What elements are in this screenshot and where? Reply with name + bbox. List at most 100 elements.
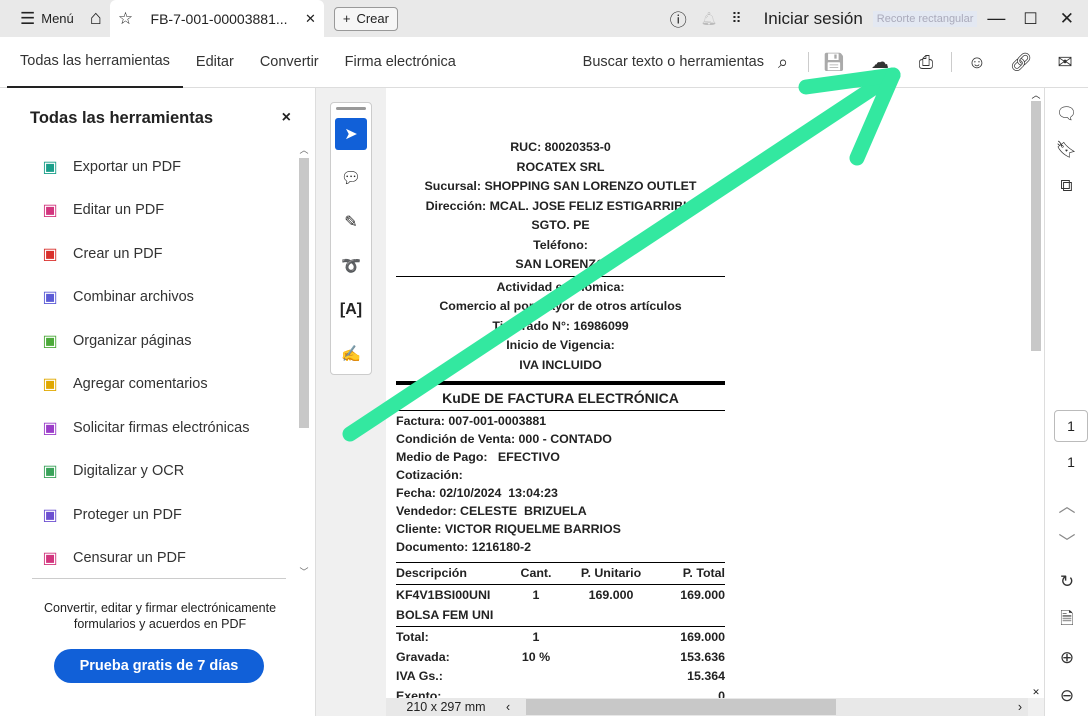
invoice: RUC: 80020353-0 ROCATEX SRL Sucursal: SHOP… (396, 138, 725, 698)
rotate-icon[interactable]: ↻ (1059, 572, 1075, 591)
promo-text: Convertir, editar y firmar electrónicame… (43, 601, 277, 631)
apps-icon[interactable]: ⠿ (731, 10, 742, 26)
minimize-icon[interactable]: — (987, 8, 1006, 28)
info-line: Documento: 1216180-2 (396, 539, 531, 554)
pages-icon[interactable]: ⧉ (1060, 176, 1073, 195)
help-icon[interactable]: ⓘ (669, 11, 687, 30)
page-number-input[interactable]: 1 (1054, 410, 1088, 442)
close-window-icon[interactable]: ✕ (1059, 8, 1074, 28)
scan-ocr-icon: ▣ (42, 463, 58, 481)
scroll-left-icon[interactable]: ‹ (506, 700, 511, 714)
right-rail: 🗨︎ 🔖︎ ⧉ 1 1 ︿ ﹀ ↻ 🗎︎ ⊕ ⊖ (1044, 88, 1088, 716)
header-line: Teléfono: (533, 237, 588, 252)
signin-button[interactable]: Iniciar sesión (763, 8, 863, 28)
cell (566, 667, 656, 687)
select-tool-icon[interactable]: ➤ (335, 118, 367, 150)
cell: 0 (718, 688, 725, 699)
comments-icon[interactable]: 🗨︎ (1055, 104, 1078, 123)
cell: 10 % (521, 649, 551, 664)
cloud-upload-icon[interactable]: ☁ (871, 51, 889, 72)
horizontal-scrollbar[interactable] (526, 699, 836, 715)
tool-item[interactable]: ▣ Editar un PDF (0, 189, 315, 233)
cell (656, 606, 725, 626)
link-icon[interactable]: 🔗︎ (1009, 51, 1033, 72)
header-line: Sucursal: SHOPPING SAN LORENZO OUTLET (424, 179, 697, 193)
plus-icon: + (342, 11, 351, 26)
print-icon[interactable]: ⎙ (918, 51, 934, 72)
tool-item[interactable]: ▣ Censurar un PDF (0, 537, 315, 581)
draw-icon[interactable]: ➰ (341, 258, 361, 275)
cell: Total: (396, 630, 429, 644)
maximize-icon[interactable]: ☐ (1023, 10, 1038, 28)
create-pdf-icon: ▣ (42, 245, 58, 263)
cell: KF4V1BSI00UNI (396, 588, 491, 602)
tool-item[interactable]: ▣ Combinar archivos (0, 276, 315, 320)
header-line: IVA INCLUIDO (519, 357, 602, 372)
info-line: Medio de Pago: EFECTIVO (396, 449, 560, 464)
cell: 169.000 (588, 588, 634, 602)
zoom-in-icon[interactable]: ⊕ (1059, 648, 1075, 667)
tool-item[interactable]: ▣ Digitalizar y OCR (0, 450, 315, 494)
close-panel-icon[interactable]: × (281, 109, 291, 126)
header-line: SAN LORENZO (515, 257, 606, 271)
search-icon[interactable]: ⌕ (777, 51, 789, 72)
save-icon[interactable]: 💾︎ (822, 51, 846, 72)
document-tab[interactable]: ☆ FB-7-001-00003881... ✕ (109, 0, 324, 37)
page-down-icon[interactable]: ﹀ (1058, 532, 1076, 552)
search-tools[interactable]: Buscar texto o herramientas (582, 54, 764, 70)
tab-all-tools[interactable]: Todas las herramientas (7, 37, 183, 88)
document-page: RUC: 80020353-0 ROCATEX SRL Sucursal: SHOP… (386, 88, 1028, 698)
info-line: Factura: 007-001-0003881 (396, 413, 547, 428)
tab-bar: ☰ Menú ⌂ ☆ FB-7-001-00003881... ✕ + Crear ⓘ … (0, 0, 1088, 37)
vertical-scrollbar[interactable]: ︿ ✕ (1028, 88, 1044, 698)
sign-request-icon: ▣ (42, 419, 58, 437)
tool-item[interactable]: ▣ Agregar comentarios (0, 363, 315, 407)
page-size: 210 x 297 mm (406, 700, 486, 714)
tool-item[interactable]: ▣ Crear un PDF (0, 232, 315, 276)
cell (566, 628, 656, 648)
tool-item[interactable]: ▣ Organizar páginas (0, 319, 315, 363)
cell: BOLSA FEM UNI (396, 607, 494, 622)
drag-handle[interactable] (336, 107, 366, 110)
cell: P. Unitario (580, 565, 642, 580)
cell: 169.000 (680, 588, 725, 602)
zoom-out-icon[interactable]: ⊖ (1059, 686, 1075, 705)
cell: P. Total (682, 565, 725, 580)
close-tab-icon[interactable]: ✕ (304, 10, 316, 26)
create-button[interactable]: + Crear (333, 6, 398, 31)
tool-item[interactable]: ▣ Exportar un PDF (0, 145, 315, 189)
email-icon[interactable]: ✉ (1057, 51, 1073, 72)
sign-icon[interactable]: ✍ (341, 346, 361, 363)
fit-page-icon[interactable]: 🗎︎ (1060, 608, 1074, 628)
scrollbar[interactable]: ︿ ﹀ (299, 145, 309, 577)
cell (506, 606, 566, 626)
info-line: Condición de Venta: 000 - CONTADO (396, 431, 612, 446)
info-line: Cotización: (396, 467, 463, 482)
tools-list: ▣ Exportar un PDF ▣ Editar un PDF ▣ Crear un … (0, 145, 315, 580)
bell-icon[interactable]: 🔔︎ (700, 10, 718, 26)
protect-icon: ▣ (42, 506, 58, 524)
tool-item[interactable]: ▣ Proteger un PDF (0, 493, 315, 537)
add-comment-icon[interactable]: 💬︎ (340, 170, 362, 187)
page-up-icon[interactable]: ︿ (1058, 496, 1076, 516)
cell: 15.364 (687, 669, 725, 683)
comment-icon: ▣ (42, 376, 58, 394)
bookmarks-icon[interactable]: 🔖︎ (1055, 140, 1078, 159)
scroll-right-icon[interactable]: › (1017, 700, 1022, 714)
star-icon[interactable]: ☆ (117, 8, 134, 28)
menu-button[interactable]: ☰ Menú (20, 8, 74, 28)
cell: Descripción (396, 565, 467, 580)
text-box-icon[interactable]: [A] (339, 301, 363, 318)
tab-edit[interactable]: Editar (195, 54, 234, 70)
cell: Cant. (520, 565, 552, 580)
cell (566, 606, 656, 626)
tool-item[interactable]: ▣ Solicitar firmas electrónicas (0, 406, 315, 450)
share-user-icon[interactable]: ☺ (967, 51, 987, 72)
tab-convert[interactable]: Convertir (259, 54, 319, 70)
highlight-icon[interactable]: ✎ (344, 214, 358, 231)
home-button[interactable]: ⌂ (82, 0, 110, 37)
cell (566, 687, 656, 699)
combine-icon: ▣ (42, 289, 58, 307)
free-trial-button[interactable]: Prueba gratis de 7 días (54, 649, 264, 683)
tab-esign[interactable]: Firma electrónica (344, 54, 456, 70)
